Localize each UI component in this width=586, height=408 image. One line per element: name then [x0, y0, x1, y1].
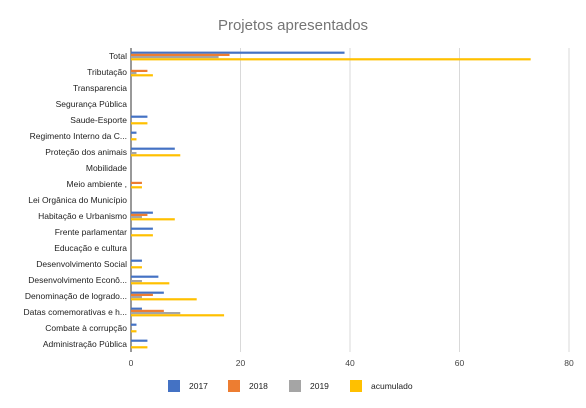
legend-label: 2017: [189, 381, 208, 391]
legend-swatch: [289, 380, 301, 392]
category-labels: Total Tributação Transparencia Segurança Pú…: [24, 51, 128, 349]
bar[interactable]: [131, 51, 345, 54]
category-label: Saude-Esporte: [70, 115, 127, 125]
bar[interactable]: [131, 330, 137, 333]
bar[interactable]: [131, 56, 219, 59]
x-tick-label: 80: [564, 358, 574, 368]
bar[interactable]: [131, 53, 230, 56]
x-tick-label: 40: [345, 358, 355, 368]
x-axis-ticks: 0 20 40 60 80: [129, 358, 574, 368]
bar[interactable]: [131, 147, 175, 150]
bar[interactable]: [131, 266, 142, 269]
bar[interactable]: [131, 186, 142, 189]
bar[interactable]: [131, 131, 137, 134]
bar[interactable]: [131, 280, 142, 283]
category-label: Mobilidade: [86, 163, 127, 173]
category-label: Desenvolvimento Econô...: [28, 275, 127, 285]
category-label: Tributação: [87, 67, 127, 77]
legend-swatch: [168, 380, 180, 392]
category-label: Lei Orgânica do Município: [28, 195, 127, 205]
legend-label: 2019: [310, 381, 329, 391]
category-label: Proteção dos animais: [45, 147, 127, 157]
bar[interactable]: [131, 154, 181, 157]
category-label: Desenvolvimento Social: [36, 259, 127, 269]
x-tick-label: 0: [129, 358, 134, 368]
category-label: Regimento Interno da C...: [30, 131, 127, 141]
legend-item[interactable]: 2018: [228, 380, 268, 392]
bar[interactable]: [131, 211, 153, 214]
legend-item[interactable]: acumulado: [350, 380, 413, 392]
category-label: Transparencia: [73, 83, 127, 93]
bar[interactable]: [131, 218, 175, 221]
bar[interactable]: [131, 115, 148, 118]
bar[interactable]: [131, 213, 148, 216]
category-label: Datas comemorativas e h...: [24, 307, 127, 317]
bar[interactable]: [131, 296, 142, 299]
bar[interactable]: [131, 122, 148, 125]
bar[interactable]: [131, 72, 137, 75]
bar[interactable]: [131, 181, 142, 184]
bar[interactable]: [131, 339, 148, 342]
legend-swatch: [228, 380, 240, 392]
bar[interactable]: [131, 259, 142, 262]
x-tick-label: 60: [455, 358, 465, 368]
bar[interactable]: [131, 293, 153, 296]
bars: [131, 51, 531, 349]
category-label: Segurança Pública: [56, 99, 128, 109]
bar[interactable]: [131, 282, 170, 285]
bar[interactable]: [131, 323, 137, 326]
bar[interactable]: [131, 69, 148, 72]
bar[interactable]: [131, 58, 531, 61]
x-tick-label: 20: [236, 358, 246, 368]
legend[interactable]: 2017 2018 2019 acumulado: [168, 380, 413, 392]
bar[interactable]: [131, 74, 153, 77]
bar[interactable]: [131, 291, 164, 294]
category-label: Meio ambiente ,: [67, 179, 127, 189]
bar[interactable]: [131, 314, 225, 317]
category-label: Educação e cultura: [54, 243, 127, 253]
category-label: Frente parlamentar: [55, 227, 127, 237]
gridlines: [130, 48, 570, 352]
bar[interactable]: [131, 138, 137, 141]
bar[interactable]: [131, 346, 148, 349]
bar[interactable]: [131, 312, 181, 315]
bar[interactable]: [131, 152, 137, 155]
bar[interactable]: [131, 234, 153, 237]
bar[interactable]: [131, 216, 142, 219]
category-label: Habitação e Urbanismo: [38, 211, 127, 221]
chart-title: Projetos apresentados: [218, 17, 368, 34]
bar[interactable]: [131, 309, 164, 312]
legend-label: 2018: [249, 381, 268, 391]
category-label: Denominação de logrado...: [25, 291, 127, 301]
bar[interactable]: [131, 275, 159, 278]
category-label: Combate à corrupção: [45, 323, 127, 333]
legend-swatch: [350, 380, 362, 392]
bar[interactable]: [131, 298, 197, 301]
legend-label: acumulado: [371, 381, 413, 391]
bar[interactable]: [131, 307, 142, 310]
category-label: Administração Pública: [43, 339, 127, 349]
bar[interactable]: [131, 227, 153, 230]
legend-item[interactable]: 2017: [168, 380, 208, 392]
category-label: Total: [109, 51, 127, 61]
legend-item[interactable]: 2019: [289, 380, 329, 392]
